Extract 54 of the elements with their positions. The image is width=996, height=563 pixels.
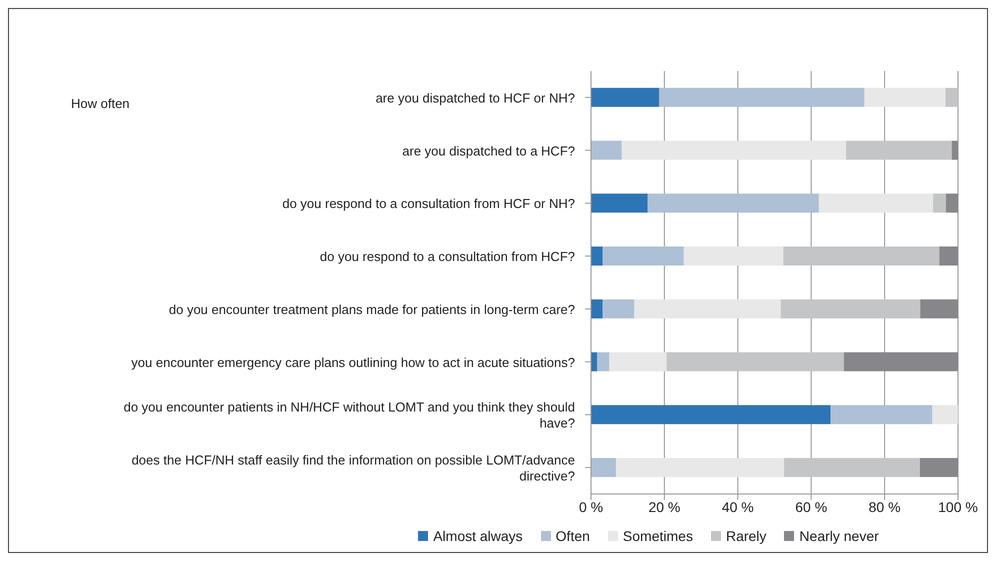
legend-label: Sometimes xyxy=(622,528,693,544)
bar xyxy=(939,246,958,266)
y-tick-label: do you respond to a consultation from HCF? xyxy=(320,248,575,264)
bar xyxy=(622,140,846,160)
bar xyxy=(634,299,781,318)
legend-label: Almost always xyxy=(432,528,523,544)
bar xyxy=(666,352,844,372)
bar xyxy=(609,352,667,372)
bar xyxy=(591,88,660,107)
bar xyxy=(933,194,946,213)
x-tick-label: 40 % xyxy=(722,498,754,515)
y-tick-label: you encounter emergency care plans outlining how to act in acute situations? xyxy=(131,354,575,370)
bar xyxy=(946,88,958,107)
bar xyxy=(920,458,958,478)
bar xyxy=(591,194,648,213)
x-tick-label: 0 % xyxy=(578,498,604,515)
bar xyxy=(946,194,958,213)
x-tick-label: 60 % xyxy=(795,498,828,515)
bar xyxy=(591,458,616,478)
bar xyxy=(780,299,920,318)
bar xyxy=(591,140,622,160)
bar xyxy=(783,246,940,266)
bar xyxy=(591,405,831,424)
y-tick-label: do you encounter treatment plans made for patients in long-term care? xyxy=(168,301,575,316)
legend-label: Often xyxy=(554,528,590,544)
bar xyxy=(616,458,784,478)
bar xyxy=(818,194,934,213)
x-tick-label: 80 % xyxy=(868,498,901,515)
x-tick-label: 20 % xyxy=(648,498,680,515)
bar xyxy=(952,140,958,160)
x-tick-label: 100 % xyxy=(938,498,978,515)
y-tick-label: are you dispatched to a HCF? xyxy=(402,142,575,158)
legend-label: Nearly never xyxy=(798,528,879,544)
bar xyxy=(591,246,603,266)
y-tick-label: do you encounter patients in NH/HCF without LOMT and you think they should have? xyxy=(124,399,575,430)
bar xyxy=(591,299,603,318)
y-tick-label: are you dispatched to HCF or NH? xyxy=(376,90,575,105)
bar xyxy=(932,405,958,424)
bar xyxy=(846,140,952,160)
bar xyxy=(659,88,864,107)
legend-label: Rarely xyxy=(724,528,766,544)
bar xyxy=(648,194,819,213)
bar xyxy=(602,299,634,318)
bar xyxy=(597,352,610,372)
bar xyxy=(844,352,958,372)
bar xyxy=(784,458,920,478)
bar xyxy=(864,88,946,107)
text: How often xyxy=(71,96,130,111)
bar xyxy=(602,246,684,266)
bar xyxy=(920,299,958,318)
y-tick-label: do you respond to a consultation from HCF or NH? xyxy=(282,196,575,211)
y-tick-label: does the HCF/NH staff easily find the information on possible LOMT/advance directive? xyxy=(132,452,575,484)
bar xyxy=(684,246,784,266)
bar xyxy=(830,405,932,424)
